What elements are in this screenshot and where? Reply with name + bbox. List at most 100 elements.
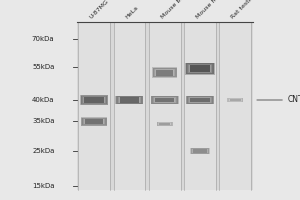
Text: 70kDa: 70kDa — [32, 36, 55, 42]
Bar — [190, 148, 209, 154]
Text: 40kDa: 40kDa — [32, 97, 55, 103]
Bar — [85, 119, 104, 124]
Bar — [84, 97, 104, 103]
Bar — [193, 149, 207, 153]
Bar — [158, 122, 172, 126]
Bar — [119, 98, 140, 102]
Bar — [78, 22, 110, 190]
Bar — [185, 63, 215, 75]
Bar — [193, 149, 207, 153]
Bar — [191, 148, 209, 154]
Bar — [152, 97, 177, 103]
Bar — [81, 118, 107, 126]
Bar — [152, 96, 178, 104]
Bar — [228, 98, 242, 102]
Bar — [82, 118, 106, 125]
Bar — [116, 96, 142, 104]
Bar — [158, 122, 172, 126]
Bar — [189, 65, 211, 72]
Bar — [116, 96, 143, 104]
Bar — [228, 98, 243, 102]
Bar — [157, 122, 173, 126]
Bar — [186, 96, 214, 104]
Bar — [84, 119, 104, 124]
Bar — [77, 22, 253, 190]
Bar — [227, 98, 243, 102]
Bar — [118, 97, 141, 103]
Bar — [188, 97, 212, 103]
Bar — [189, 97, 211, 103]
Bar — [189, 97, 211, 103]
Text: 55kDa: 55kDa — [32, 64, 55, 70]
Bar — [155, 98, 175, 102]
Bar — [82, 118, 106, 125]
Bar — [152, 68, 177, 77]
Bar — [157, 122, 172, 126]
Bar — [84, 119, 104, 124]
Bar — [159, 123, 170, 125]
Bar — [154, 97, 176, 103]
Bar — [192, 149, 208, 153]
Bar — [228, 98, 243, 102]
Bar — [117, 97, 142, 103]
Bar — [83, 97, 105, 103]
Bar — [228, 98, 242, 102]
Bar — [193, 149, 207, 153]
Bar — [155, 69, 174, 76]
Text: 15kDa: 15kDa — [32, 183, 55, 189]
Bar — [158, 122, 171, 125]
Bar — [230, 99, 241, 101]
Bar — [118, 97, 141, 103]
Bar — [188, 64, 212, 73]
Bar — [154, 69, 175, 76]
Bar — [229, 98, 242, 102]
Bar — [190, 98, 211, 102]
Bar — [151, 96, 179, 104]
Bar — [229, 99, 241, 101]
Bar — [186, 63, 214, 74]
Bar — [81, 96, 107, 104]
Bar — [82, 96, 107, 104]
Bar — [188, 97, 212, 103]
Bar — [153, 97, 177, 103]
Bar — [190, 65, 210, 72]
Bar — [159, 123, 171, 125]
Bar — [82, 118, 107, 125]
Bar — [154, 97, 176, 103]
Bar — [82, 118, 106, 125]
Bar — [192, 149, 208, 153]
Bar — [156, 70, 174, 75]
Bar — [184, 22, 216, 190]
Bar — [158, 122, 172, 126]
Bar — [188, 97, 212, 103]
Bar — [153, 97, 176, 103]
Bar — [190, 98, 210, 102]
Bar — [189, 65, 211, 72]
Bar — [120, 97, 139, 103]
Bar — [155, 69, 175, 76]
Bar — [158, 122, 171, 125]
Bar — [158, 123, 171, 125]
Bar — [151, 96, 178, 104]
Bar — [85, 119, 104, 124]
Bar — [187, 96, 213, 104]
Bar — [118, 97, 140, 103]
Text: 25kDa: 25kDa — [32, 148, 55, 154]
Bar — [155, 70, 174, 76]
Bar — [229, 99, 242, 101]
Bar — [152, 96, 178, 104]
Bar — [154, 69, 175, 76]
Bar — [159, 123, 171, 125]
Bar — [157, 122, 172, 126]
Bar — [187, 64, 213, 73]
Bar — [81, 117, 107, 126]
Bar — [187, 64, 213, 74]
Text: Mouse brain: Mouse brain — [160, 0, 191, 20]
Bar — [81, 96, 107, 104]
Bar — [190, 98, 210, 102]
Bar — [157, 122, 172, 126]
Bar — [230, 99, 241, 101]
Bar — [116, 96, 143, 104]
Bar — [219, 22, 251, 190]
Bar — [153, 68, 177, 77]
